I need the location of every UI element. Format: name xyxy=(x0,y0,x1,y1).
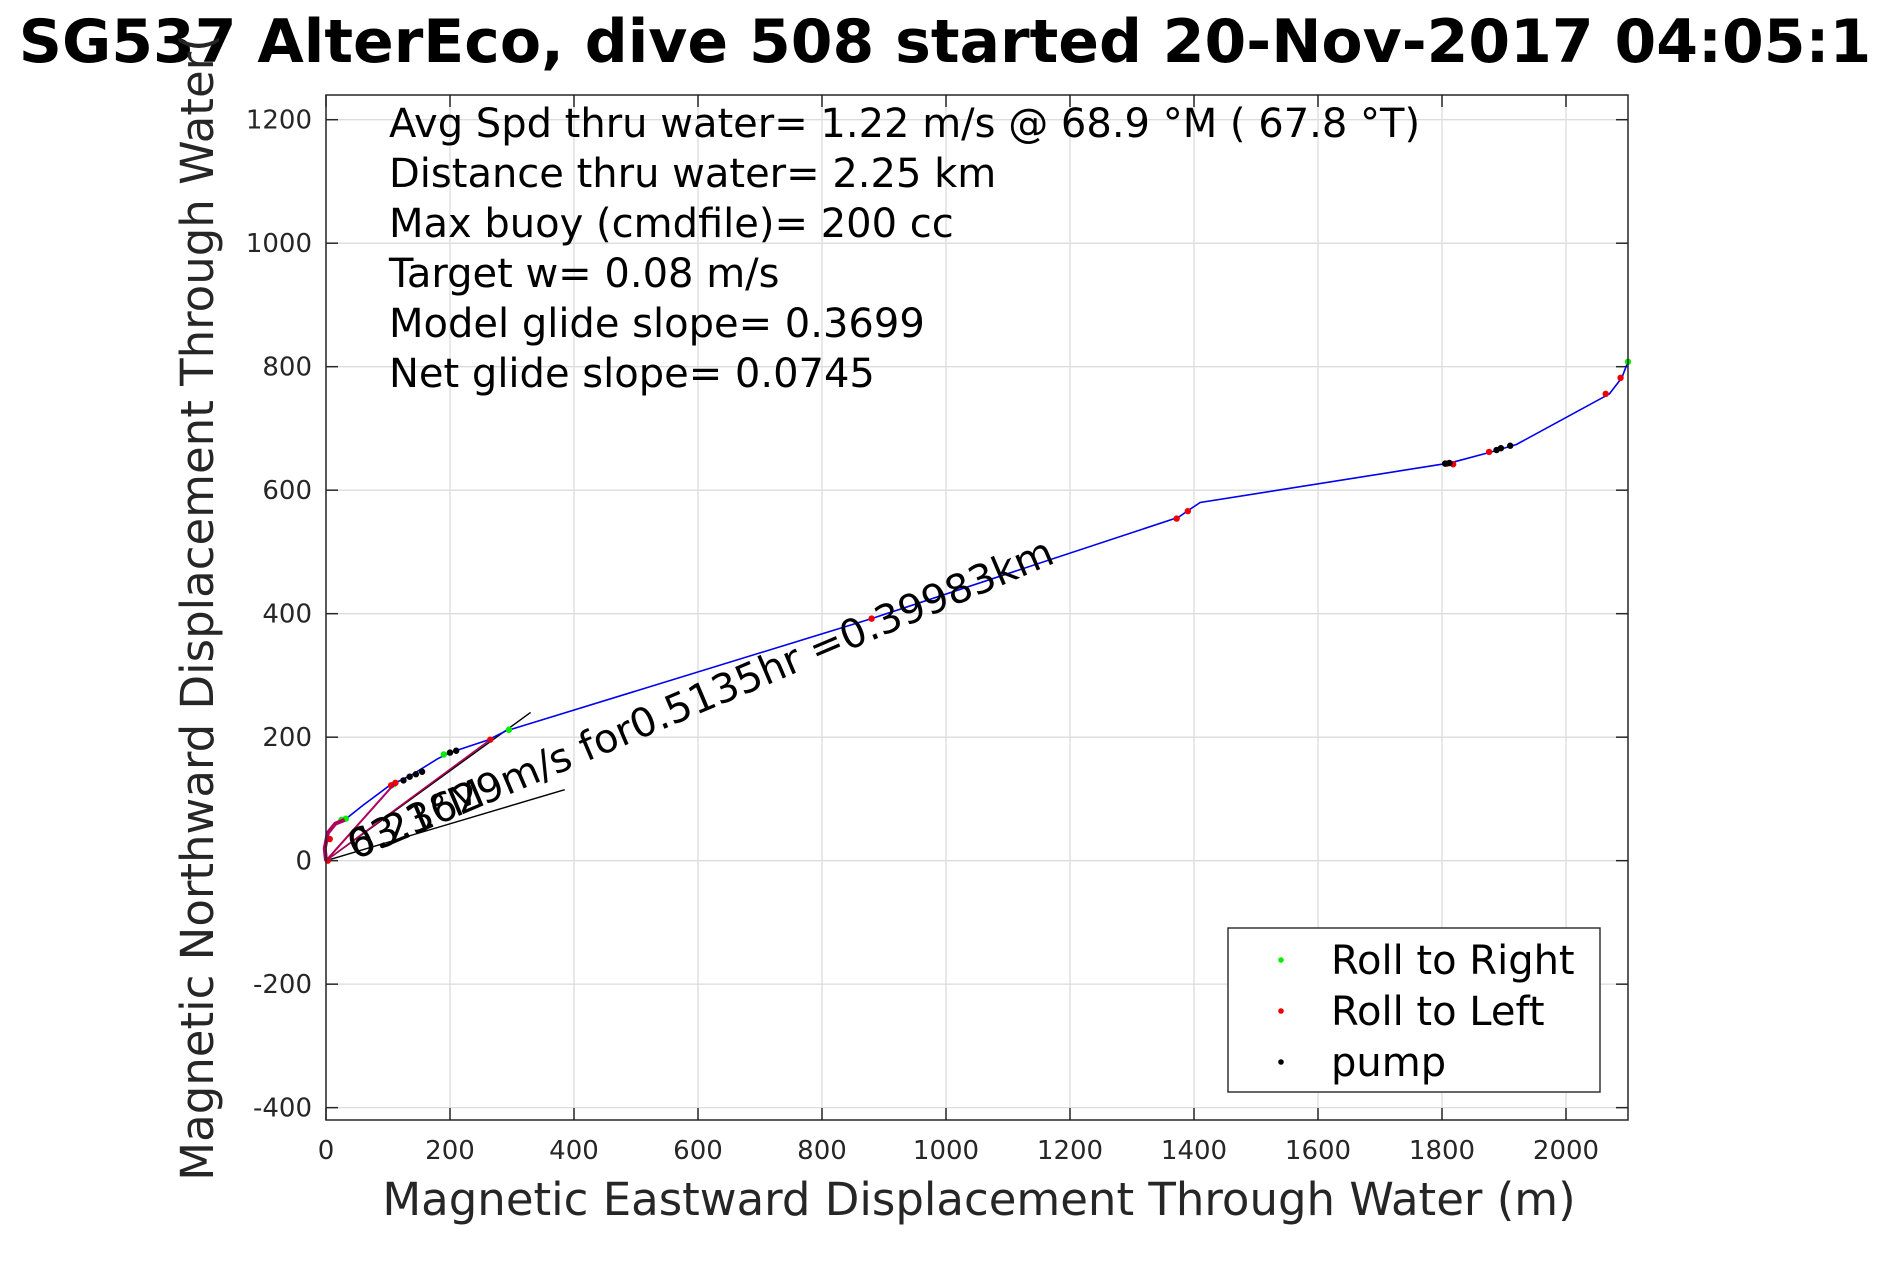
annotation-line: Net glide slope= 0.0745 xyxy=(389,351,875,397)
data-point xyxy=(1446,459,1453,467)
data-point xyxy=(1507,442,1514,449)
y-tick-label: 400 xyxy=(262,600,312,630)
x-tick-label: 0 xyxy=(318,1136,335,1166)
y-tick-label: 1200 xyxy=(246,106,312,136)
data-point xyxy=(446,749,454,756)
y-tick-label: 200 xyxy=(262,723,312,753)
legend-label: pump xyxy=(1331,1040,1446,1086)
data-point xyxy=(1485,448,1493,456)
axis-ticks: 0 200 400 600 800 1000 1200 1400 1600 1800 2000-40… xyxy=(246,95,1628,1166)
y-tick-label: 600 xyxy=(262,476,312,506)
legend-marker xyxy=(1278,1059,1284,1065)
x-tick-label: 600 xyxy=(673,1136,723,1166)
y-axis-label: Magnetic Northward Displacement Through … xyxy=(171,34,224,1180)
y-tick-label: -200 xyxy=(253,970,312,1000)
x-tick-label: 800 xyxy=(797,1136,847,1166)
data-point xyxy=(868,615,875,622)
y-tick-label: 1000 xyxy=(246,229,312,259)
legend: Roll to Right Roll to Left pump xyxy=(1227,927,1601,1093)
reference-line xyxy=(325,788,565,862)
dive-segment xyxy=(325,783,395,862)
surface-loop xyxy=(322,818,346,861)
x-tick-label: 1400 xyxy=(1161,1136,1227,1166)
legend-label: Roll to Right xyxy=(1331,938,1575,984)
annotation-line: Target w= 0.08 m/s xyxy=(388,251,779,297)
data-point xyxy=(1184,507,1192,515)
legend-label: Roll to Left xyxy=(1331,989,1545,1035)
x-tick-label: 2000 xyxy=(1533,1136,1599,1166)
data-point xyxy=(1497,444,1505,452)
data-point xyxy=(505,726,513,733)
annotation-line: Max buoy (cmdfile)= 200 cc xyxy=(389,201,954,247)
x-tick-label: 1000 xyxy=(913,1136,979,1166)
plot-frame xyxy=(325,94,1629,1121)
x-tick-label: 1200 xyxy=(1037,1136,1103,1166)
x-tick-label: 200 xyxy=(425,1136,475,1166)
series-layer xyxy=(322,358,1632,864)
legend-box xyxy=(1227,927,1601,1093)
data-point xyxy=(1173,515,1180,522)
y-tick-label: -400 xyxy=(253,1094,312,1124)
data-point xyxy=(1602,390,1609,398)
annotation-line: Model glide slope= 0.3699 xyxy=(389,301,925,347)
x-axis-label: Magnetic Eastward Displacement Through W… xyxy=(382,1173,1575,1226)
chart-title: SG537 AlterEco, dive 508 started 20-Nov-… xyxy=(19,7,1872,77)
data-point xyxy=(440,751,447,758)
data-point xyxy=(1617,374,1624,382)
x-tick-label: 1600 xyxy=(1285,1136,1351,1166)
data-point xyxy=(406,773,413,780)
legend-marker xyxy=(1278,957,1284,963)
x-tick-label: 400 xyxy=(549,1136,599,1166)
annotation-line: Distance thru water= 2.25 km xyxy=(389,151,996,197)
data-point xyxy=(418,768,426,775)
annotation-line: Avg Spd thru water= 1.22 m/s @ 68.9 °M (… xyxy=(389,101,1420,147)
y-tick-label: 0 xyxy=(295,847,312,877)
data-point xyxy=(453,747,460,754)
legend-marker xyxy=(1278,1008,1284,1014)
y-tick-label: 800 xyxy=(262,353,312,383)
dive-segment xyxy=(325,738,491,862)
x-tick-label: 1800 xyxy=(1409,1136,1475,1166)
data-point xyxy=(412,771,420,778)
data-point xyxy=(400,777,407,784)
